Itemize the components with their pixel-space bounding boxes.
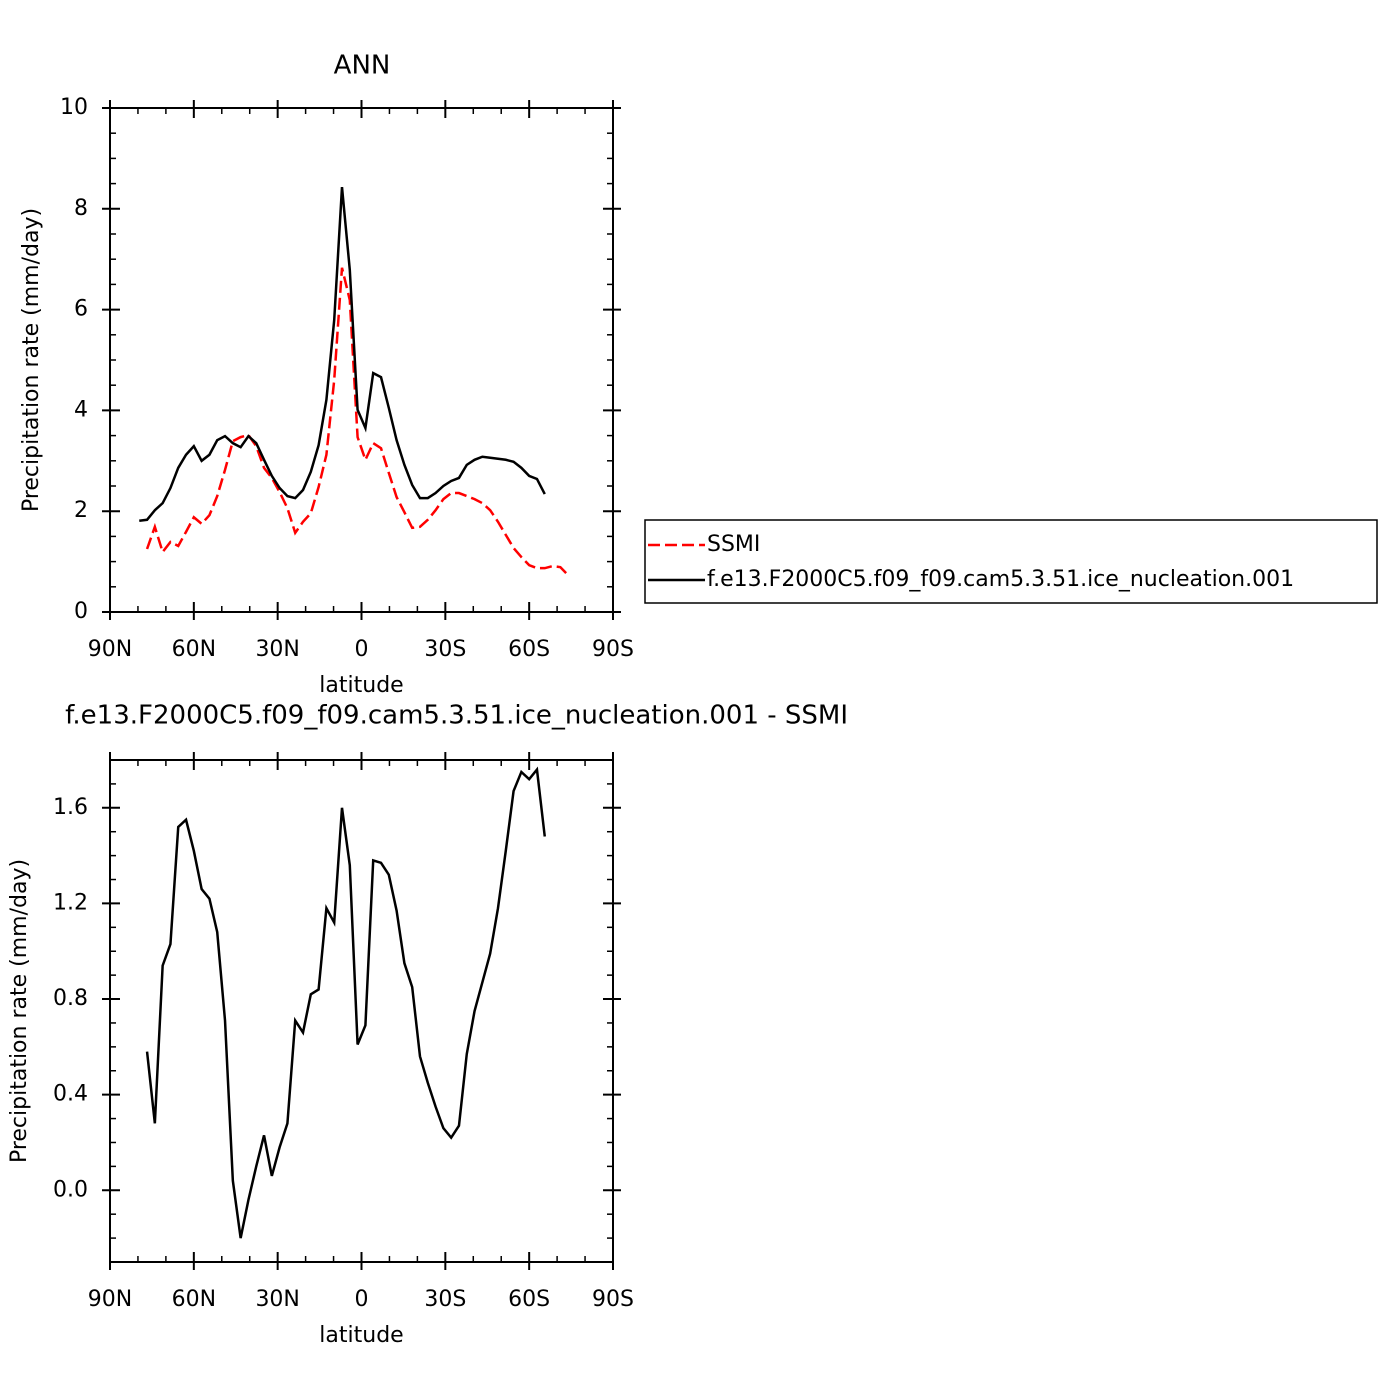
x-tick-label: 30S bbox=[424, 637, 466, 662]
y-tick-label: 1.2 bbox=[53, 890, 88, 915]
legend-label: SSMI bbox=[707, 532, 760, 557]
x-tick-label: 0 bbox=[355, 1287, 369, 1312]
x-tick-label: 60N bbox=[172, 1287, 216, 1312]
x-tick-label: 30N bbox=[255, 637, 299, 662]
y-tick-label: 0.8 bbox=[53, 986, 88, 1011]
x-tick-label: 0 bbox=[355, 637, 369, 662]
y-tick-label: 4 bbox=[74, 397, 88, 422]
x-tick-label: 30N bbox=[255, 1287, 299, 1312]
y-tick-label: 1.6 bbox=[53, 795, 88, 820]
x-tick-label: 60N bbox=[172, 637, 216, 662]
x-axis-label: latitude bbox=[319, 1323, 403, 1348]
chart-title: ANN bbox=[334, 51, 391, 81]
plot-frame bbox=[109, 107, 614, 613]
plot-frame bbox=[109, 759, 614, 1263]
legend-label: f.e13.F2000C5.f09_f09.cam5.3.51.ice_nucl… bbox=[707, 567, 1294, 592]
x-tick-label: 30S bbox=[424, 1287, 466, 1312]
y-tick-label: 2 bbox=[74, 498, 88, 523]
x-axis-label: latitude bbox=[319, 673, 403, 698]
legend-box bbox=[644, 519, 1378, 604]
y-tick-label: 6 bbox=[74, 297, 88, 322]
y-tick-label: 0.4 bbox=[53, 1082, 88, 1107]
y-axis-label: Precipitation rate (mm/day) bbox=[19, 208, 44, 512]
y-axis-label: Precipitation rate (mm/day) bbox=[7, 859, 32, 1163]
x-tick-label: 90N bbox=[88, 637, 132, 662]
x-tick-label: 90S bbox=[592, 1287, 634, 1312]
data-line bbox=[145, 267, 570, 577]
y-tick-label: 0 bbox=[74, 599, 88, 624]
y-tick-label: 8 bbox=[74, 196, 88, 221]
x-tick-label: 90S bbox=[592, 637, 634, 662]
y-tick-label: 10 bbox=[60, 95, 88, 120]
data-line bbox=[139, 187, 546, 523]
data-line bbox=[145, 766, 547, 1239]
chart-title: f.e13.F2000C5.f09_f09.cam5.3.51.ice_nucl… bbox=[65, 701, 848, 731]
y-tick-label: 0.0 bbox=[53, 1177, 88, 1202]
x-tick-label: 60S bbox=[508, 637, 550, 662]
x-tick-label: 60S bbox=[508, 1287, 550, 1312]
x-tick-label: 90N bbox=[88, 1287, 132, 1312]
